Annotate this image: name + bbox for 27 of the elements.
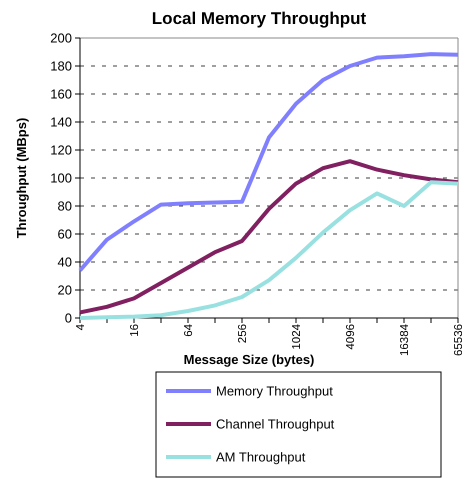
y-tick-label: 0 xyxy=(64,310,72,326)
y-tick-label: 140 xyxy=(50,114,72,130)
legend-label: Channel Throughput xyxy=(216,416,335,432)
y-tick-label: 120 xyxy=(50,142,72,158)
x-tick-label: 4 xyxy=(75,323,87,330)
x-tick-label: 16384 xyxy=(399,323,411,356)
legend-label: Memory Throughput xyxy=(216,384,334,399)
line-series xyxy=(78,159,460,314)
y-tick-label: 160 xyxy=(50,86,72,102)
y-tick-label: 60 xyxy=(58,226,72,242)
chart-title: Local Memory Throughput xyxy=(152,9,367,28)
x-tick-label: 1024 xyxy=(291,323,303,350)
y-tick-label: 40 xyxy=(58,254,72,270)
y-axis-title: Throughput (MBps) xyxy=(14,118,29,238)
line-series xyxy=(78,52,460,272)
x-tick-label: 4096 xyxy=(345,324,357,350)
x-axis-title: Message Size (bytes) xyxy=(184,352,314,367)
y-tick-label: 200 xyxy=(50,30,72,46)
x-tick-label: 65536 xyxy=(453,324,462,356)
y-tick-label: 100 xyxy=(50,170,72,186)
legend-label: AM Throughput xyxy=(216,450,306,465)
x-tick-label: 256 xyxy=(237,324,249,344)
y-tick-label: 20 xyxy=(58,282,72,298)
x-tick-label: 16 xyxy=(129,324,141,337)
y-tick-label: 80 xyxy=(58,198,72,214)
y-tick-label: 180 xyxy=(50,58,72,74)
x-tick-label: 64 xyxy=(183,323,195,337)
